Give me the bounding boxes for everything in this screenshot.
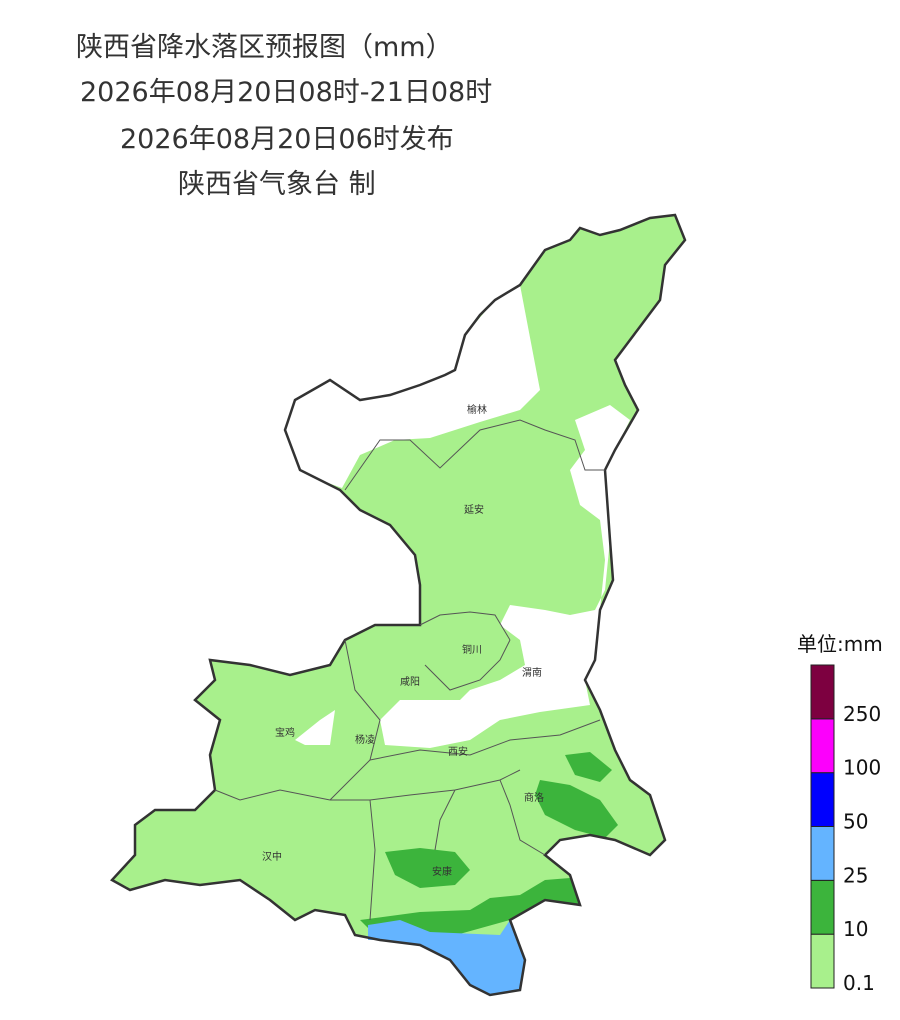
legend-swatch (810, 933, 835, 989)
legend-swatch (810, 718, 835, 774)
issued: 2026年08月20日06时发布 (120, 124, 454, 155)
city-label: 铜川 (462, 644, 482, 656)
city-label: 商洛 (524, 791, 544, 804)
heavy-rain-area (535, 780, 618, 838)
city-label: 榆林 (467, 403, 487, 416)
legend-swatch (810, 826, 835, 881)
title: 陕西省降水落区预报图（mm） (76, 32, 453, 63)
legend-swatch (810, 879, 835, 935)
legend-label: 25 (843, 863, 868, 887)
legend-label: 250 (843, 702, 881, 726)
city-label: 汉中 (262, 850, 282, 863)
city-label: 延安 (464, 503, 484, 516)
city-label: 宝鸡 (275, 726, 295, 739)
heavy-rain-area (385, 848, 470, 888)
legend-swatch (810, 664, 835, 720)
legend-label: 100 (843, 756, 881, 780)
legend-label: 10 (843, 917, 868, 941)
producer: 陕西省气象台 制 (178, 169, 376, 200)
province-map (110, 213, 687, 997)
city-label: 杨凌 (355, 733, 375, 746)
province-border (110, 213, 687, 997)
heavy-rain-area (565, 752, 612, 782)
legend-unit: 单位:mm (797, 632, 883, 656)
city-label: 渭南 (522, 666, 542, 679)
city-label: 安康 (432, 865, 452, 878)
city-label: 西安 (448, 745, 468, 758)
legend-swatch (810, 772, 835, 828)
city-borders (214, 419, 605, 921)
legend-label: 0.1 (843, 971, 875, 995)
no-rain-area (295, 710, 335, 745)
legend-label: 50 (843, 810, 868, 834)
city-label: 咸阳 (400, 676, 420, 688)
period: 2026年08月20日08时-21日08时 (80, 77, 492, 108)
legend: 单位:mm 0.1 10 25 50 100 250 (797, 632, 883, 995)
no-rain-area (380, 405, 630, 748)
